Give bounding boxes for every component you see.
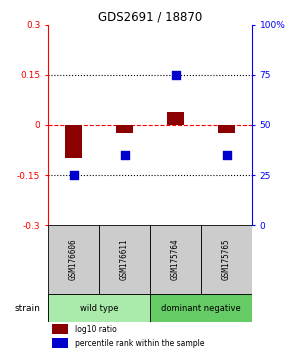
Bar [48,294,150,322]
Text: log10 ratio: log10 ratio [74,325,116,334]
Point [122,152,127,158]
Text: percentile rank within the sample: percentile rank within the sample [74,339,204,348]
Bar [48,225,99,294]
Title: GDS2691 / 18870: GDS2691 / 18870 [98,11,202,24]
Text: GSM175764: GSM175764 [171,239,180,280]
Bar [99,225,150,294]
Bar [201,225,252,294]
Text: wild type: wild type [80,304,118,313]
Bar [52,338,68,348]
Bar [52,324,68,334]
Text: GSM175765: GSM175765 [222,239,231,280]
Point [224,152,229,158]
Text: GSM176606: GSM176606 [69,239,78,280]
Bar [64,125,82,158]
Point [71,172,76,178]
Bar [116,125,134,133]
Text: GSM176611: GSM176611 [120,239,129,280]
Bar [150,225,201,294]
Text: dominant negative: dominant negative [161,304,241,313]
Bar [150,294,252,322]
Bar [218,125,236,133]
Bar [167,112,184,125]
Text: strain: strain [14,304,40,313]
Point [173,72,178,78]
